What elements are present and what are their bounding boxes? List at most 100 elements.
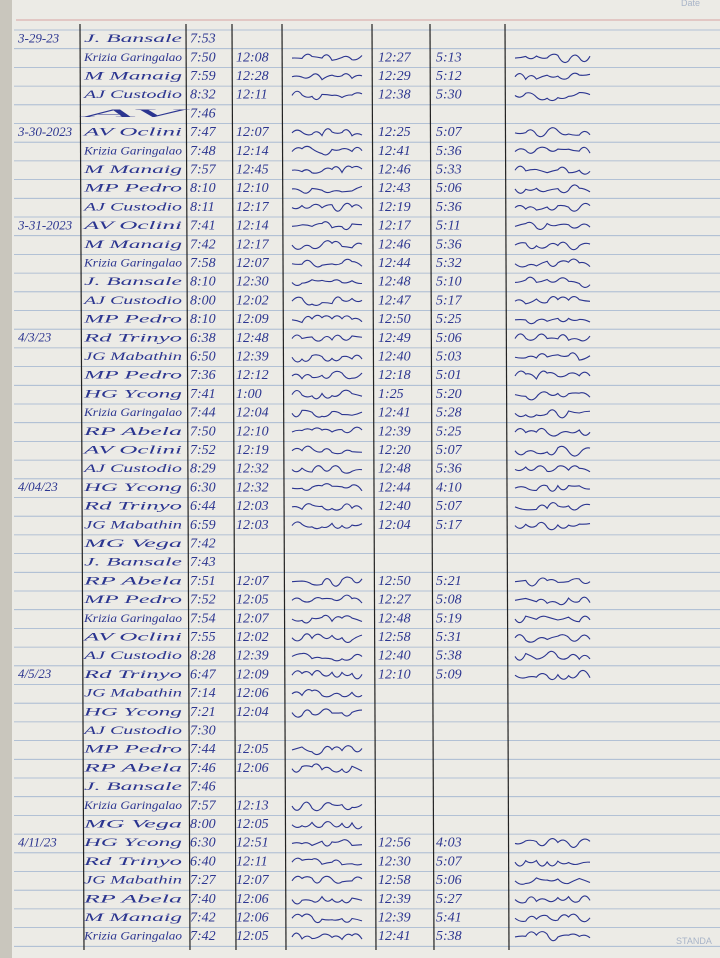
entry-date: 4/5/23 <box>18 666 52 681</box>
signature <box>291 370 363 380</box>
signature <box>291 53 363 61</box>
time-am-out: 12:19 <box>236 443 269 458</box>
employee-name: Krizia Garingalao <box>83 143 182 157</box>
signature <box>514 370 591 380</box>
signature <box>291 465 363 474</box>
column-line <box>185 23 191 951</box>
signature <box>514 92 591 102</box>
signature <box>514 258 591 268</box>
employee-name: RP Abela <box>82 424 182 438</box>
column-line <box>504 23 510 951</box>
signature <box>514 615 591 624</box>
time-am-out: 12:07 <box>236 611 270 626</box>
signature <box>291 165 363 174</box>
time-pm-in: 12:40 <box>378 349 411 364</box>
time-am-in: 6:40 <box>190 854 216 869</box>
employee-name: JG Mabathin <box>84 517 182 531</box>
employee-name: M Manaig <box>82 910 182 924</box>
signature <box>291 128 363 137</box>
employee-name: AJ Custodio <box>82 723 182 737</box>
time-am-in: 7:53 <box>190 32 216 47</box>
signature <box>291 895 363 905</box>
time-am-in: 7:36 <box>190 368 216 383</box>
time-pm-in: 12:27 <box>378 593 412 608</box>
time-pm-in: 12:41 <box>378 144 411 159</box>
signature <box>514 221 591 230</box>
employee-name: JG Mabathin <box>84 873 182 887</box>
time-pm-out: 5:12 <box>436 69 462 84</box>
employee-name: AV Oclini <box>82 125 182 139</box>
time-am-out: 12:17 <box>236 200 270 215</box>
employee-name: MG Vega <box>82 817 182 831</box>
time-am-in: 6:38 <box>190 331 216 346</box>
time-pm-in: 12:49 <box>378 331 411 346</box>
time-pm-out: 5:38 <box>436 649 462 664</box>
employee-name: AV <box>77 106 194 120</box>
footer-label: STANDA <box>676 936 712 946</box>
time-pm-out: 5:36 <box>436 237 462 252</box>
signature <box>514 596 591 606</box>
time-pm-in: 1:25 <box>378 387 404 402</box>
employee-name: Krizia Garingalao <box>83 50 182 64</box>
time-am-out: 12:45 <box>236 162 269 177</box>
signature <box>291 521 363 530</box>
signature <box>514 72 591 81</box>
signature <box>291 875 363 884</box>
time-am-in: 7:54 <box>190 611 216 626</box>
signature <box>291 409 363 418</box>
employee-name: MP Pedro <box>82 181 182 195</box>
time-pm-out: 5:36 <box>436 144 462 159</box>
time-pm-in: 12:58 <box>378 630 411 645</box>
time-pm-in: 12:39 <box>378 910 411 925</box>
signature <box>291 426 363 434</box>
signature <box>291 614 363 624</box>
time-am-out: 12:14 <box>236 219 269 234</box>
signature <box>291 73 363 81</box>
signature <box>291 503 363 511</box>
column-line <box>371 23 377 951</box>
employee-name: M Manaig <box>82 237 182 251</box>
time-pm-out: 5:03 <box>436 349 462 364</box>
ruled-lines <box>14 23 720 951</box>
time-am-out: 12:39 <box>236 349 269 364</box>
time-pm-out: 4:10 <box>436 480 462 495</box>
signature <box>514 165 591 175</box>
signature <box>514 333 591 342</box>
time-am-out: 12:07 <box>236 256 270 271</box>
employee-name: MG Vega <box>82 536 182 550</box>
column-line <box>79 23 85 951</box>
time-am-in: 7:57 <box>190 798 217 813</box>
time-pm-out: 5:08 <box>436 593 462 608</box>
time-pm-in: 12:44 <box>378 256 411 271</box>
time-pm-out: 5:41 <box>436 910 462 925</box>
time-am-in: 7:42 <box>190 237 216 252</box>
signature <box>514 146 591 154</box>
signature <box>291 689 363 698</box>
time-pm-in: 12:29 <box>378 69 411 84</box>
time-pm-out: 5:36 <box>436 462 462 477</box>
time-pm-in: 12:18 <box>378 368 411 383</box>
employee-name: MP Pedro <box>82 742 182 756</box>
time-pm-out: 5:30 <box>436 88 462 103</box>
employee-name: AV Oclini <box>82 218 182 232</box>
time-pm-in: 12:48 <box>378 462 411 477</box>
time-pm-in: 12:46 <box>378 162 411 177</box>
signature <box>291 354 363 363</box>
signature <box>291 839 363 847</box>
time-am-out: 12:09 <box>236 312 269 327</box>
time-pm-out: 5:25 <box>436 424 462 439</box>
signature <box>291 334 363 342</box>
signature <box>514 502 591 511</box>
time-am-in: 8:28 <box>190 649 216 664</box>
entry-date: 4/3/23 <box>18 330 52 345</box>
time-am-in: 7:21 <box>190 705 216 720</box>
time-pm-in: 12:44 <box>378 480 411 495</box>
time-am-out: 12:04 <box>236 406 269 421</box>
employee-name: J. Bansale <box>84 31 183 45</box>
signature <box>514 521 591 531</box>
time-pm-out: 5:06 <box>436 331 462 346</box>
signature <box>514 895 591 904</box>
signature <box>291 240 363 250</box>
signature <box>291 483 363 492</box>
time-am-in: 7:46 <box>190 780 216 795</box>
